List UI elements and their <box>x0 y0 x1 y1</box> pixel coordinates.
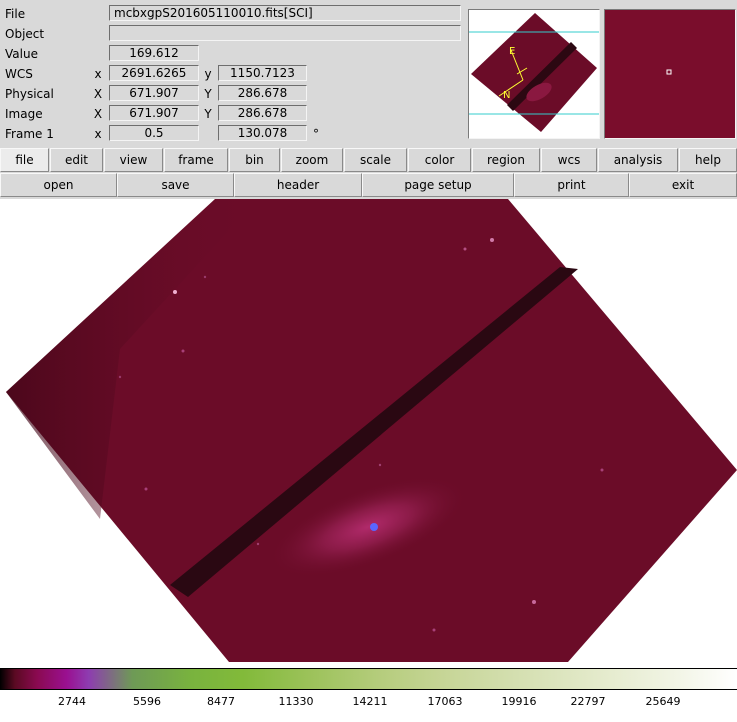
image-vignette <box>6 199 258 519</box>
star <box>463 247 467 251</box>
menu-view[interactable]: view <box>104 148 163 172</box>
compass-tick <box>516 67 528 75</box>
star <box>173 290 177 294</box>
physical-y-axis-label: Y <box>204 87 212 101</box>
menu-color[interactable]: color <box>408 148 471 172</box>
degree-unit-label: ° <box>313 127 319 141</box>
menu-wcs[interactable]: wcs <box>541 148 597 172</box>
star <box>256 542 260 546</box>
header-button[interactable]: header <box>234 173 362 197</box>
frame-x-axis-label: x <box>94 127 102 141</box>
magnifier <box>604 9 736 139</box>
menu-analysis[interactable]: analysis <box>598 148 678 172</box>
wcs-y-axis-label: y <box>204 67 212 81</box>
image-label: Image <box>5 107 43 121</box>
physical-x-field[interactable]: 671.907 <box>109 85 199 101</box>
menu-help[interactable]: help <box>679 148 737 172</box>
frame-label: Frame 1 <box>5 127 54 141</box>
colorbar-tick: 2744 <box>58 695 86 708</box>
compass-icon: E N <box>498 46 528 101</box>
file-field[interactable]: mcbxgpS201605110010.fits[SCI] <box>109 5 461 21</box>
star <box>378 463 382 467</box>
frame-zoom-field[interactable]: 0.5 <box>109 125 199 141</box>
menu-zoom[interactable]: zoom <box>281 148 343 172</box>
image-canvas[interactable] <box>0 199 737 665</box>
wcs-label: WCS <box>5 67 33 81</box>
panner[interactable]: E N <box>468 9 600 139</box>
physical-label: Physical <box>5 87 54 101</box>
magnifier-cursor <box>666 69 672 75</box>
button-bar: open save header page setup print exit <box>0 173 737 197</box>
menu-region[interactable]: region <box>472 148 540 172</box>
fits-image[interactable] <box>0 199 737 665</box>
star <box>532 600 536 604</box>
star <box>490 238 494 242</box>
colorbar-tick: 11330 <box>278 695 314 708</box>
physical-y-field[interactable]: 286.678 <box>218 85 307 101</box>
colorbar-tick: 8477 <box>207 695 235 708</box>
image-y-axis-label: Y <box>204 107 212 121</box>
physical-x-axis-label: X <box>93 87 103 101</box>
frame-row: Frame 1 x 0.5 130.078 ° <box>0 124 466 144</box>
menu-scale[interactable]: scale <box>344 148 407 172</box>
star <box>600 468 604 472</box>
open-button[interactable]: open <box>0 173 117 197</box>
image-y-field[interactable]: 286.678 <box>218 105 307 121</box>
file-label: File <box>5 7 26 21</box>
colorbar-tick: 14211 <box>352 695 388 708</box>
page-setup-button[interactable]: page setup <box>362 173 514 197</box>
magnifier-image <box>605 10 735 138</box>
save-button[interactable]: save <box>117 173 234 197</box>
colorbar-panel: 2744 5596 8477 11330 14211 17063 19916 2… <box>0 665 737 722</box>
colorbar-tick: 5596 <box>133 695 161 708</box>
compass-north-arrow <box>498 79 524 97</box>
detector-gap-stripe <box>170 267 578 597</box>
image-x-field[interactable]: 671.907 <box>109 105 199 121</box>
compass-east-label: E <box>509 46 515 57</box>
frame-angle-field[interactable]: 130.078 <box>218 125 307 141</box>
menu-frame[interactable]: frame <box>164 148 228 172</box>
object-label: Object <box>5 27 45 41</box>
value-row: Value 169.612 <box>0 44 466 64</box>
physical-row: Physical X 671.907 Y 286.678 <box>0 84 466 104</box>
colorbar-tick: 19916 <box>501 695 537 708</box>
file-row: File mcbxgpS201605110010.fits[SCI] <box>0 4 466 24</box>
star <box>144 487 148 491</box>
exit-button[interactable]: exit <box>629 173 737 197</box>
panner-galaxy <box>526 82 552 102</box>
value-label: Value <box>5 47 38 61</box>
star <box>432 628 436 632</box>
panner-image-footprint <box>471 13 597 132</box>
menu-edit[interactable]: edit <box>50 148 103 172</box>
wcs-x-axis-label: x <box>94 67 102 81</box>
menu-bin[interactable]: bin <box>229 148 280 172</box>
colorbar-tick: 17063 <box>427 695 463 708</box>
colorbar-tick: 22797 <box>570 695 606 708</box>
menu-bar: file edit view frame bin zoom scale colo… <box>0 148 737 172</box>
menu-file[interactable]: file <box>0 148 49 172</box>
compass-north-label: N <box>503 90 510 101</box>
compass-east-arrow <box>510 49 524 81</box>
value-field[interactable]: 169.612 <box>109 45 199 61</box>
colorbar[interactable] <box>0 668 737 690</box>
panner-stripe <box>507 42 577 111</box>
star <box>203 275 207 279</box>
star <box>181 349 185 353</box>
wcs-row: WCS x 2691.6265 y 1150.7123 <box>0 64 466 84</box>
image-x-axis-label: X <box>93 107 103 121</box>
info-panel: File mcbxgpS201605110010.fits[SCI] Objec… <box>0 0 466 145</box>
object-row: Object <box>0 24 466 44</box>
galaxy-nucleus <box>370 523 378 531</box>
wcs-x-field[interactable]: 2691.6265 <box>109 65 199 81</box>
galaxy <box>268 476 468 578</box>
star <box>118 375 122 379</box>
print-button[interactable]: print <box>514 173 629 197</box>
wcs-y-field[interactable]: 1150.7123 <box>218 65 307 81</box>
panner-image: E N <box>469 13 599 132</box>
image-row: Image X 671.907 Y 286.678 <box>0 104 466 124</box>
colorbar-tick: 25649 <box>645 695 681 708</box>
object-field[interactable] <box>109 25 461 41</box>
